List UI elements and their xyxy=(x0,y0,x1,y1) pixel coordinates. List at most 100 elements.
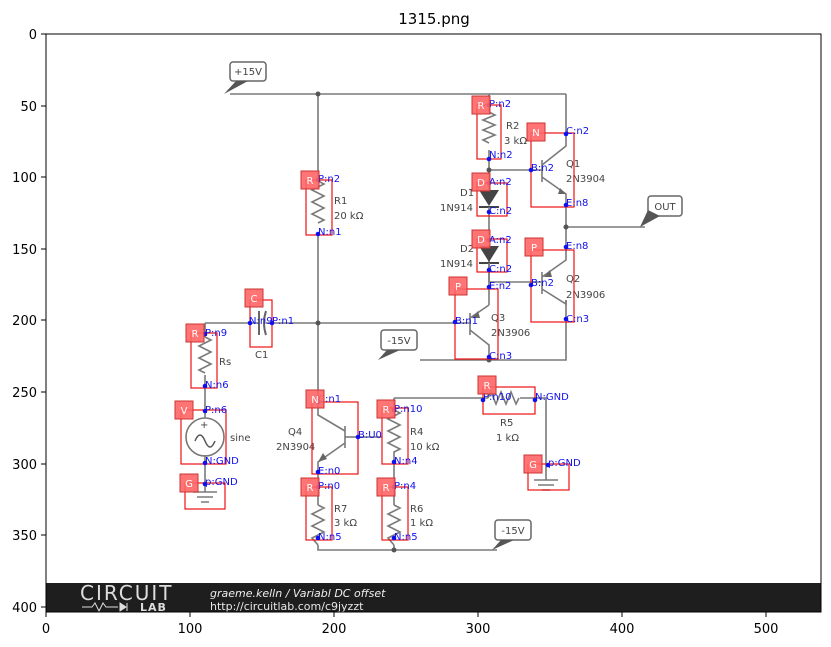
svg-text:P: P xyxy=(455,282,461,293)
sine-source-icon: + xyxy=(185,417,225,457)
tag-g1: G xyxy=(179,473,199,493)
circuitlab-footer: CIRCUIT LAB graeme.kelln / Variabl DC of… xyxy=(46,581,821,614)
pin-label: B:n2 xyxy=(531,163,554,174)
footer-author: graeme.kelln / Variabl DC offset xyxy=(210,587,386,600)
svg-text:R: R xyxy=(307,483,314,494)
pin-label: N:GND xyxy=(205,456,239,467)
pin-label: B:n1 xyxy=(455,316,478,327)
out-flag: OUT xyxy=(640,195,683,227)
q4-symbol xyxy=(317,410,358,470)
r2-value: 3 kΩ xyxy=(504,136,527,147)
pin-label: N:n2 xyxy=(489,150,513,161)
figure-title: 1315.png xyxy=(398,10,470,28)
svg-text:N: N xyxy=(532,128,539,139)
pin-labels: P:n2 N:n2 C:n2 B:n2 E:n8 A:n2 C:n2 P:n2 … xyxy=(205,99,589,543)
pin-label: P:n10 xyxy=(483,392,511,403)
q2-symbol xyxy=(541,250,567,306)
r2-symbol xyxy=(480,111,498,144)
d1-name: D1 xyxy=(460,188,474,199)
vneg-flag-2: -15V xyxy=(492,519,532,550)
tag-q4: N xyxy=(305,389,325,409)
tag-r2: R xyxy=(471,95,491,115)
tag-c1: C xyxy=(244,288,264,308)
tag-r5: R xyxy=(477,375,497,395)
pin-label: P:n1 xyxy=(272,316,294,327)
logo-diode-icon xyxy=(119,602,128,612)
svg-text:P: P xyxy=(531,243,537,254)
svg-text:D: D xyxy=(477,235,485,246)
pin-label: N:n6 xyxy=(205,380,229,391)
pin-label: P:n0 xyxy=(318,481,340,492)
tag-r1: R xyxy=(300,170,320,190)
x-tick-label: 0 xyxy=(42,622,50,637)
tag-v: V xyxy=(174,400,194,420)
pin-label: P:n4 xyxy=(394,481,416,492)
pin-label: P:n2 xyxy=(489,99,511,110)
pin-label: A:n2 xyxy=(489,235,512,246)
component-tags: R N D R D P P C R R V N R G G R R xyxy=(174,95,546,497)
x-axis: 0 100 200 300 400 500 xyxy=(42,612,778,637)
x-tick-label: 400 xyxy=(610,622,635,637)
r1-symbol xyxy=(310,180,326,224)
q2-name: Q2 xyxy=(566,274,580,285)
q4-type: 2N3904 xyxy=(276,442,315,453)
pin-label: N:n1 xyxy=(318,227,342,238)
y-tick-label: 350 xyxy=(12,529,37,544)
r2-name: R2 xyxy=(506,121,519,132)
y-tick-label: 50 xyxy=(20,100,37,115)
rs-name: Rs xyxy=(219,357,231,368)
pin-label: p:GND xyxy=(548,458,581,469)
vneg-label-2: -15V xyxy=(501,526,524,537)
svg-text:+: + xyxy=(200,420,208,431)
svg-text:G: G xyxy=(185,479,193,490)
vpos-flag: +15V xyxy=(224,61,267,94)
r7-name: R7 xyxy=(334,504,347,515)
pin-label: P:n2 xyxy=(318,174,340,185)
pin-label: E:n8 xyxy=(566,198,588,209)
r6-name: R6 xyxy=(410,504,423,515)
svg-text:R: R xyxy=(484,381,491,392)
r6-value: 1 kΩ xyxy=(410,518,433,529)
annotation-overlay: P:n2 N:n2 C:n2 B:n2 E:n8 A:n2 C:n2 P:n2 … xyxy=(174,95,589,543)
tag-d2: D xyxy=(471,229,491,249)
q2-type: 2N3906 xyxy=(566,290,605,301)
c1-symbol xyxy=(258,310,270,336)
pin-label: C:n3 xyxy=(566,314,589,325)
q3-symbol xyxy=(469,304,490,348)
d2-name: D2 xyxy=(460,244,474,255)
svg-text:G: G xyxy=(529,460,537,471)
pin-label: P:n9 xyxy=(205,328,227,339)
tag-r7: R xyxy=(300,477,320,497)
svg-text:D: D xyxy=(477,178,485,189)
pin-label: B:n2 xyxy=(531,278,554,289)
pin-label: N:n4 xyxy=(394,456,418,467)
tag-q3: P xyxy=(448,276,468,296)
axes-frame xyxy=(45,33,822,613)
tag-q1: N xyxy=(526,122,546,142)
r1-name: R1 xyxy=(334,196,347,207)
svg-text:R: R xyxy=(192,329,199,340)
y-tick-label: 200 xyxy=(12,314,37,329)
footer-brand: CIRCUIT xyxy=(80,581,173,605)
pin-label: N:n9 xyxy=(249,316,273,327)
tag-d1: D xyxy=(471,172,491,192)
pin-label: C:n2 xyxy=(566,126,589,137)
pin-label: N:n5 xyxy=(394,532,418,543)
q1-name: Q1 xyxy=(566,159,580,170)
pin-label: C:n2 xyxy=(489,264,512,275)
r7-value: 3 kΩ xyxy=(334,518,357,529)
pin-label: B:U0 xyxy=(358,430,382,441)
svg-text:R: R xyxy=(307,176,314,187)
tag-rs: R xyxy=(185,323,205,343)
y-tick-label: 150 xyxy=(12,243,37,258)
tag-r4: R xyxy=(376,399,396,419)
tag-q2: P xyxy=(524,237,544,257)
svg-text:C: C xyxy=(251,294,258,305)
c1-name: C1 xyxy=(255,350,268,361)
pin-label: E:n8 xyxy=(566,241,588,252)
x-tick-label: 200 xyxy=(322,622,347,637)
pin-label: A:n2 xyxy=(489,177,512,188)
pin-label: E:n2 xyxy=(489,281,511,292)
r7-symbol xyxy=(310,504,326,546)
